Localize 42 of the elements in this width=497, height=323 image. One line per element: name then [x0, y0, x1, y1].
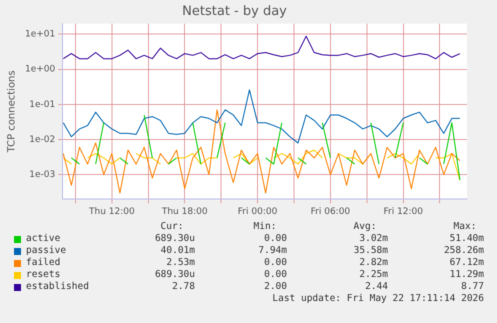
text: 2.00 — [264, 281, 287, 292]
text: Cur: — [160, 221, 184, 232]
legend-label: established — [26, 281, 89, 292]
x-tick-label: Thu 18:00 — [160, 206, 208, 217]
text: 35.58m — [354, 245, 388, 256]
text: 689.30u — [154, 269, 195, 280]
x-tick-label: Fri 00:00 — [238, 206, 278, 217]
x-tick-label: Thu 12:00 — [88, 206, 135, 217]
legend-label: active — [26, 233, 60, 244]
y-tick-label: 1e+00 — [24, 64, 56, 75]
legend-label: passive — [26, 245, 66, 256]
text: Min: — [252, 221, 278, 232]
legend-label: failed — [26, 257, 60, 268]
y-tick-label: 1e-02 — [29, 134, 56, 145]
text: Max: — [452, 221, 478, 232]
text: 2.53m — [166, 257, 195, 268]
text: 258.26m — [444, 245, 484, 256]
legend-label: resets — [26, 269, 60, 280]
chart-title: Netstat - by day — [182, 4, 288, 20]
text: 0.00 — [264, 233, 287, 244]
text: 11.29m — [450, 269, 484, 280]
y-axis-title: TCP connections — [6, 70, 18, 154]
text: 2.25m — [359, 269, 388, 280]
y-tick-label: 1e-01 — [29, 100, 56, 110]
text: 2.78 — [172, 281, 195, 292]
text: 0.00 — [264, 257, 287, 268]
text: 3.02m — [359, 233, 388, 244]
text: 689.30u — [154, 233, 195, 244]
text: 0.00 — [264, 269, 287, 280]
y-tick-label: 1e-03 — [29, 170, 56, 180]
text: 7.94m — [258, 245, 287, 256]
text: 2.82m — [359, 257, 388, 268]
text: 51.40m — [450, 233, 484, 244]
text: 40.01m — [160, 245, 195, 256]
text: 8.77 — [461, 281, 484, 292]
text: 2.44 — [365, 281, 388, 292]
text: Avg: — [352, 221, 378, 232]
x-tick-label: Fri 06:00 — [310, 206, 350, 217]
y-tick-label: 1e+01 — [24, 30, 56, 40]
text: 67.12m — [450, 257, 484, 268]
x-tick-label: Fri 12:00 — [383, 206, 424, 217]
text: Last update: Fri May 22 17:11:14 2026 — [272, 293, 484, 304]
